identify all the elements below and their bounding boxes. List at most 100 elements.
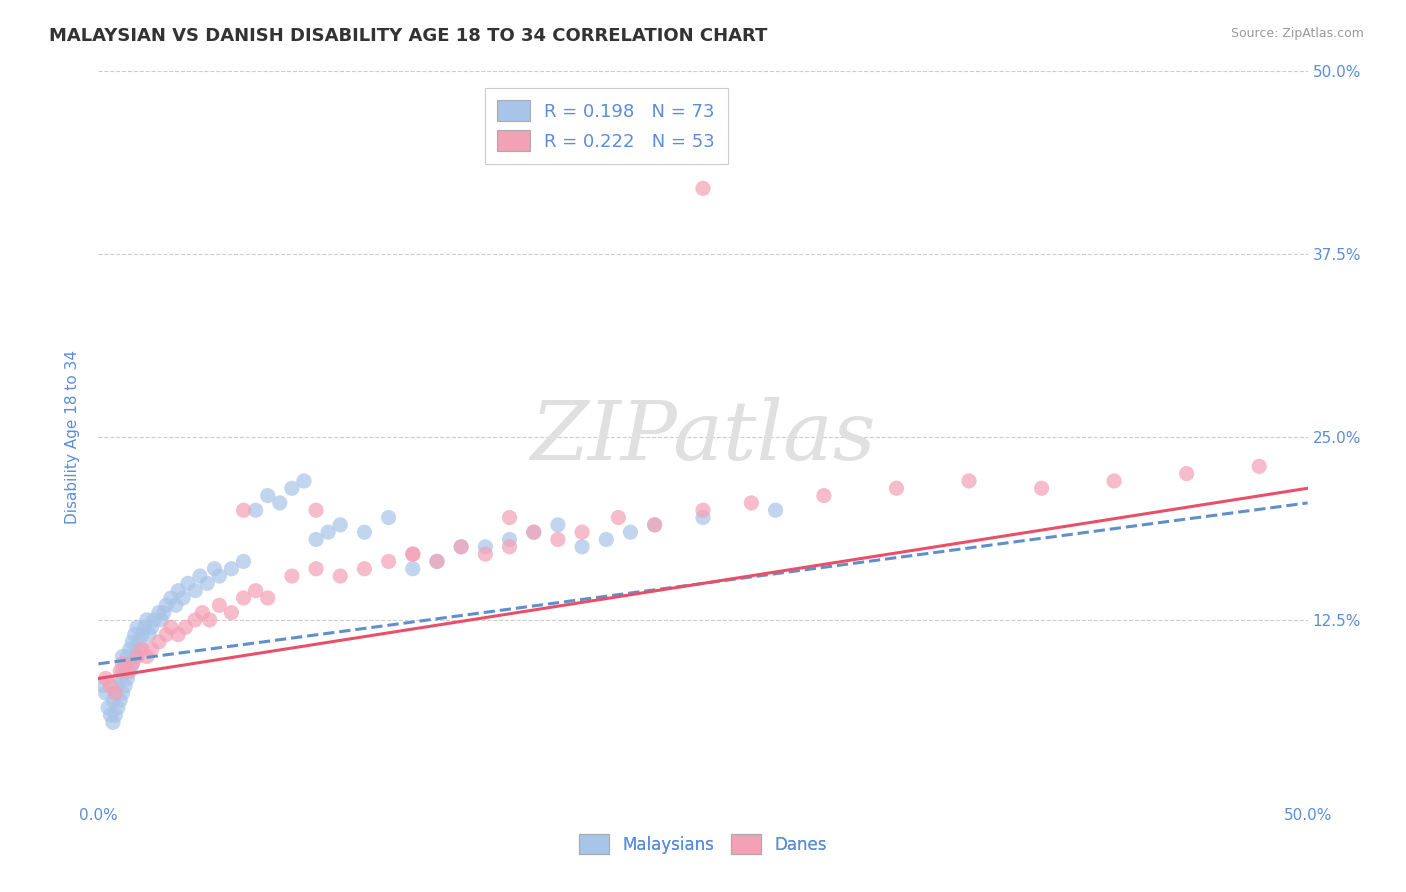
Point	[377, 554, 399, 568]
Point	[221, 606, 243, 620]
Point	[100, 708, 122, 723]
Point	[128, 635, 150, 649]
Point	[111, 686, 134, 700]
Point	[104, 686, 127, 700]
Point	[148, 635, 170, 649]
Point	[191, 606, 214, 620]
Point	[104, 708, 127, 723]
Point	[155, 627, 177, 641]
Point	[111, 649, 134, 664]
Point	[127, 620, 149, 634]
Point	[124, 649, 146, 664]
Point	[143, 613, 166, 627]
Point	[167, 583, 190, 598]
Point	[957, 474, 980, 488]
Point	[256, 489, 278, 503]
Point	[184, 583, 207, 598]
Point	[281, 569, 304, 583]
Point	[138, 627, 160, 641]
Point	[692, 181, 714, 195]
Point	[450, 540, 472, 554]
Point	[402, 562, 425, 576]
Text: Source: ZipAtlas.com: Source: ZipAtlas.com	[1230, 27, 1364, 40]
Point	[91, 679, 114, 693]
Point	[118, 664, 141, 678]
Point	[245, 583, 267, 598]
Point	[281, 481, 304, 495]
Point	[117, 672, 139, 686]
Point	[450, 540, 472, 554]
Point	[269, 496, 291, 510]
Point	[177, 576, 200, 591]
Point	[426, 554, 449, 568]
Point	[195, 576, 218, 591]
Point	[1175, 467, 1198, 481]
Point	[377, 510, 399, 524]
Point	[114, 657, 136, 671]
Point	[167, 627, 190, 641]
Point	[595, 533, 617, 547]
Point	[245, 503, 267, 517]
Point	[134, 620, 156, 634]
Point	[474, 547, 496, 561]
Point	[118, 642, 141, 657]
Point	[498, 510, 520, 524]
Point	[221, 562, 243, 576]
Point	[740, 496, 762, 510]
Point	[198, 613, 221, 627]
Point	[208, 599, 231, 613]
Point	[121, 635, 143, 649]
Point	[127, 649, 149, 664]
Point	[94, 686, 117, 700]
Point	[165, 599, 187, 613]
Point	[329, 569, 352, 583]
Point	[100, 679, 122, 693]
Point	[97, 700, 120, 714]
Point	[256, 591, 278, 605]
Point	[121, 657, 143, 671]
Point	[474, 540, 496, 554]
Point	[402, 547, 425, 561]
Point	[305, 562, 328, 576]
Point	[135, 613, 157, 627]
Point	[402, 547, 425, 561]
Point	[107, 679, 129, 693]
Point	[305, 503, 328, 517]
Point	[1031, 481, 1053, 495]
Point	[571, 525, 593, 540]
Point	[619, 525, 641, 540]
Point	[160, 620, 183, 634]
Point	[208, 569, 231, 583]
Point	[607, 510, 630, 524]
Point	[426, 554, 449, 568]
Point	[174, 620, 197, 634]
Point	[108, 672, 131, 686]
Point	[886, 481, 908, 495]
Point	[148, 606, 170, 620]
Point	[498, 533, 520, 547]
Point	[1249, 459, 1271, 474]
Point	[131, 642, 153, 657]
Legend: Malaysians, Danes: Malaysians, Danes	[572, 828, 834, 860]
Point	[692, 503, 714, 517]
Point	[101, 693, 124, 707]
Point	[111, 664, 134, 678]
Point	[292, 474, 315, 488]
Point	[232, 503, 254, 517]
Point	[141, 620, 163, 634]
Point	[523, 525, 546, 540]
Point	[150, 613, 173, 627]
Point	[644, 517, 666, 532]
Point	[498, 540, 520, 554]
Point	[114, 679, 136, 693]
Point	[204, 562, 226, 576]
Point	[547, 533, 569, 547]
Point	[184, 613, 207, 627]
Point	[135, 649, 157, 664]
Point	[101, 715, 124, 730]
Point	[141, 642, 163, 657]
Point	[547, 517, 569, 532]
Point	[316, 525, 339, 540]
Point	[353, 562, 375, 576]
Point	[131, 627, 153, 641]
